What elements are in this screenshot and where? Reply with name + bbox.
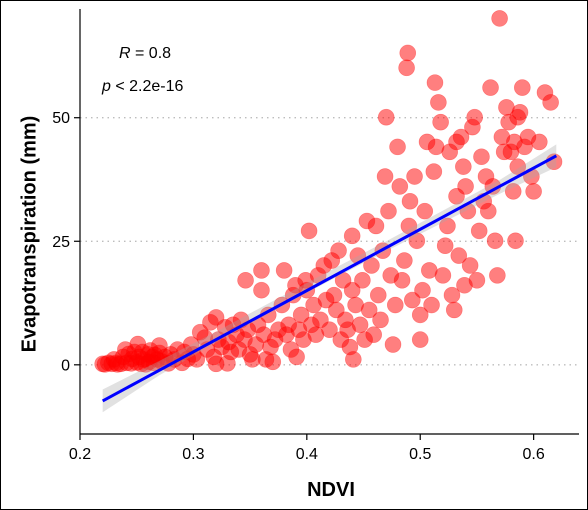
data-point [457, 178, 474, 195]
data-point [509, 108, 527, 126]
data-point [411, 306, 429, 324]
data-point [386, 296, 404, 314]
data-point [450, 247, 468, 264]
data-point [300, 222, 318, 240]
data-point [376, 168, 394, 185]
data-point [434, 267, 452, 284]
x-tick-label: 0.3 [182, 446, 204, 463]
data-point [473, 148, 490, 166]
regression-line [101, 154, 558, 403]
p-value-annotation: p < 2.2e-16 [102, 78, 184, 95]
data-point [377, 108, 395, 126]
data-point [531, 133, 548, 151]
data-point [491, 10, 508, 27]
data-point [470, 222, 488, 240]
data-point [507, 232, 524, 250]
data-point [372, 311, 389, 329]
data-point [343, 227, 361, 245]
data-point [436, 237, 454, 255]
data-point [237, 272, 254, 289]
data-point [506, 133, 523, 151]
data-point [416, 202, 434, 220]
data-point [275, 262, 293, 279]
data-point [414, 281, 431, 299]
data-point [432, 113, 449, 131]
data-point [389, 138, 406, 156]
data-point [325, 286, 343, 304]
data-point [455, 158, 472, 175]
data-point [380, 202, 397, 220]
data-point [369, 286, 387, 304]
data-point [439, 217, 456, 235]
data-point [411, 331, 429, 348]
data-point [330, 242, 347, 259]
data-point [345, 351, 362, 368]
data-point [292, 306, 310, 324]
data-point [365, 326, 383, 343]
data-point [264, 353, 282, 371]
data-point [403, 291, 421, 309]
data-point [354, 272, 371, 289]
fit-line [101, 154, 558, 403]
data-point [360, 301, 378, 319]
y-tick-label: 50 [52, 110, 70, 127]
data-point [479, 202, 497, 220]
data-point [445, 301, 463, 319]
axes [79, 9, 579, 435]
data-point [406, 168, 423, 185]
x-tick-label: 0.2 [69, 446, 91, 463]
data-point [430, 94, 447, 111]
data-point [509, 158, 527, 175]
data-point [396, 252, 413, 269]
data-point [542, 94, 559, 111]
data-point [391, 178, 409, 195]
y-tick-label: 25 [52, 234, 70, 251]
data-point [253, 281, 270, 299]
data-point [513, 79, 531, 96]
data-point [253, 262, 270, 279]
data-point [288, 348, 305, 366]
data-point [426, 74, 444, 91]
data-point [423, 296, 440, 314]
x-tick-label: 0.4 [296, 446, 318, 463]
data-point [504, 183, 522, 200]
data-point [321, 321, 338, 339]
data-point [486, 232, 504, 250]
x-axis-label: NDVI [307, 479, 355, 501]
data-point [482, 79, 499, 96]
correlation-annotation: R = 0.8 [119, 45, 172, 62]
data-point [425, 163, 443, 180]
y-axis-label: Evapotranspiration (mm) [18, 115, 41, 353]
data-point [401, 192, 419, 210]
data-point [466, 108, 483, 126]
data-point [393, 272, 411, 289]
data-point [399, 44, 417, 62]
data-point [398, 59, 415, 77]
x-tick-label: 0.6 [523, 446, 545, 463]
data-point [384, 336, 402, 353]
data-point [489, 267, 506, 284]
data-point [468, 272, 486, 289]
x-tick-label: 0.5 [409, 446, 431, 463]
data-point [525, 183, 542, 200]
data-point [363, 257, 380, 274]
data-point [448, 133, 465, 151]
data-point [367, 217, 385, 235]
y-tick-label: 0 [61, 357, 70, 374]
data-point [461, 257, 479, 274]
data-point [351, 316, 369, 334]
tick-marks: 0.2 0.3 0.4 0.5 0.6 0 25 50 [52, 110, 545, 463]
